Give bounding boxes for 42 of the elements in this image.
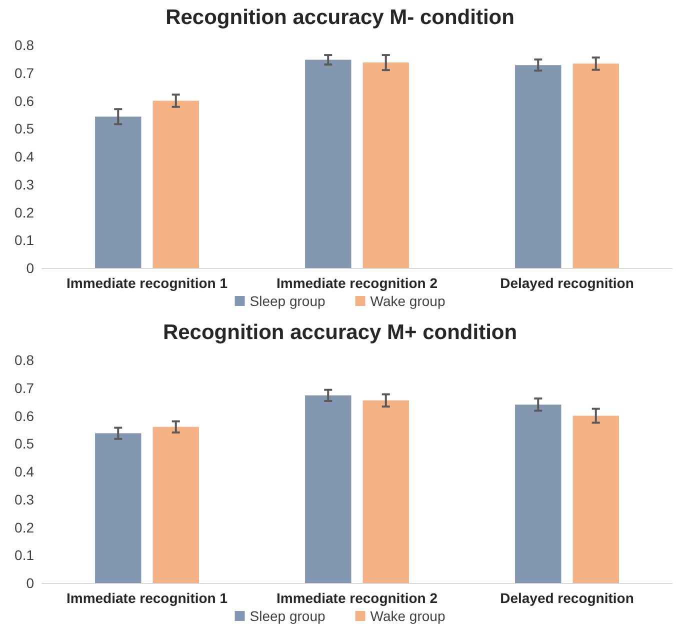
legend-label: Sleep group bbox=[250, 608, 326, 624]
y-tick-label: 0.2 bbox=[14, 204, 34, 220]
y-tick-label: 0 bbox=[26, 260, 34, 276]
legend-label: Wake group bbox=[370, 293, 446, 309]
bar bbox=[95, 116, 142, 268]
x-tick-label: Immediate recognition 1 bbox=[66, 590, 228, 606]
chart-title: Recognition accuracy M- condition bbox=[166, 6, 514, 29]
bar bbox=[362, 400, 409, 583]
y-tick-label: 0.1 bbox=[14, 232, 34, 248]
legend-label: Wake group bbox=[370, 608, 446, 624]
x-tick-label: Delayed recognition bbox=[500, 590, 634, 606]
bar bbox=[572, 416, 619, 583]
x-tick-label: Delayed recognition bbox=[500, 275, 634, 291]
y-tick-label: 0.1 bbox=[14, 547, 34, 564]
y-tick-label: 0 bbox=[26, 575, 34, 591]
y-tick-label: 0.4 bbox=[14, 464, 34, 480]
bar bbox=[152, 426, 199, 583]
y-tick-label: 0.7 bbox=[14, 64, 34, 81]
bar bbox=[95, 433, 142, 583]
y-tick-label: 0.7 bbox=[14, 380, 34, 396]
y-tick-label: 0.3 bbox=[14, 176, 34, 192]
bar bbox=[362, 62, 409, 268]
y-tick-label: 0.6 bbox=[14, 408, 34, 424]
y-tick-label: 0.3 bbox=[14, 491, 34, 508]
chart-title: Recognition accuracy M+ condition bbox=[162, 321, 518, 344]
bar bbox=[572, 64, 619, 268]
x-tick-label: Immediate recognition 1 bbox=[66, 275, 228, 291]
y-tick-label: 0.8 bbox=[14, 352, 34, 368]
y-tick-label: 0.5 bbox=[14, 436, 34, 452]
bar bbox=[305, 395, 352, 583]
y-tick-label: 0.4 bbox=[14, 148, 34, 164]
bar bbox=[152, 100, 199, 268]
y-tick-label: 0.6 bbox=[14, 92, 34, 109]
y-tick-label: 0.2 bbox=[14, 519, 34, 536]
x-tick-label: Immediate recognition 2 bbox=[276, 590, 438, 606]
legend-label: Sleep group bbox=[250, 293, 326, 309]
bar bbox=[515, 404, 562, 583]
bar bbox=[305, 60, 352, 268]
y-tick-label: 0.5 bbox=[14, 120, 34, 137]
y-tick-label: 0.8 bbox=[14, 37, 34, 53]
bar bbox=[515, 65, 562, 268]
x-tick-label: Immediate recognition 2 bbox=[276, 275, 438, 291]
